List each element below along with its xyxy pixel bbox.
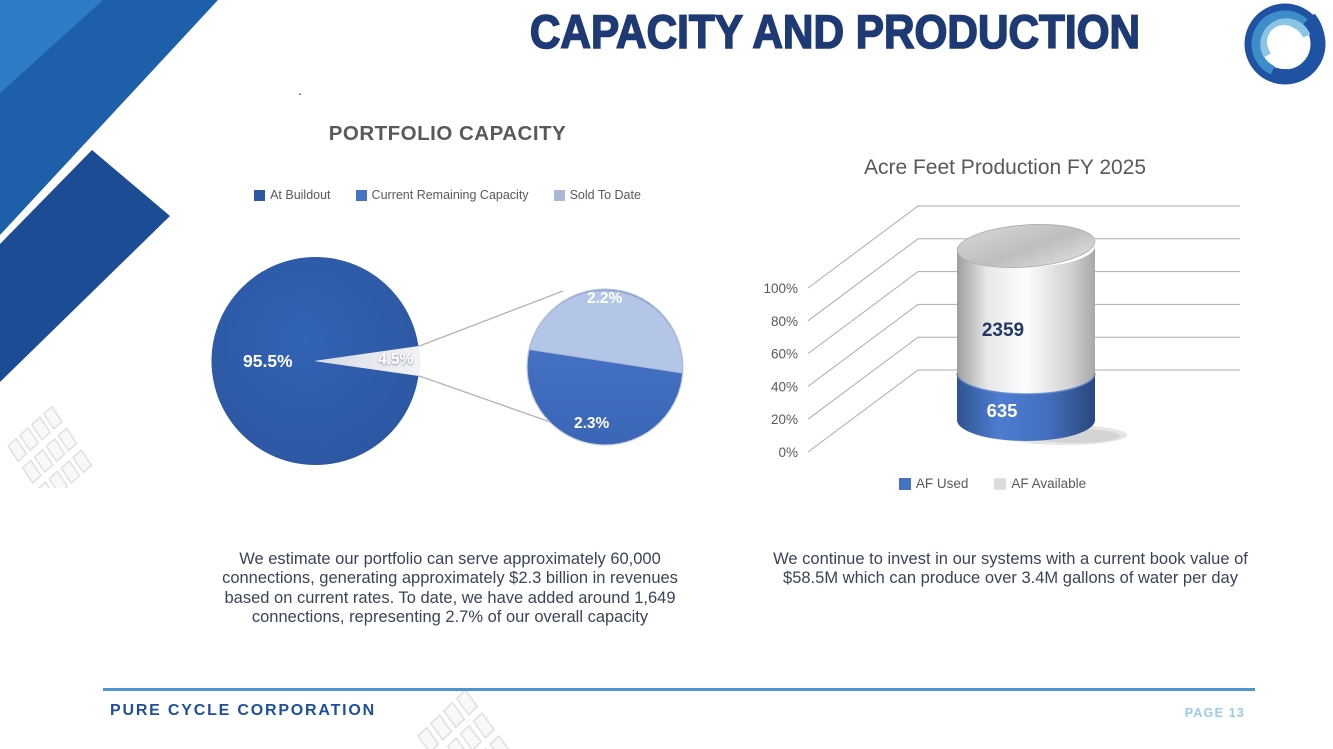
tick-60: 60% (771, 347, 798, 362)
watermark-footer (417, 689, 512, 749)
af-used-swatch-icon (898, 477, 911, 490)
tick-40: 40% (771, 379, 798, 394)
connector-line-lower (418, 375, 557, 425)
af-used-top-rim (956, 372, 1096, 395)
legend-item-at-buildout: At Buildout (254, 188, 331, 202)
wedge-label: 4.5% (378, 351, 414, 368)
portfolio-legend: At Buildout Current Remaining Capacity S… (195, 188, 700, 202)
main-pie-other-wedge (315, 346, 420, 377)
legend-label: At Buildout (270, 188, 331, 202)
tick-0: 0% (778, 445, 798, 460)
legend-label: AF Used (915, 476, 969, 491)
current-remaining-swatch-icon (355, 189, 367, 201)
sold-to-date-swatch-icon (553, 189, 565, 201)
af-available-swatch-icon (994, 477, 1007, 490)
logo-mid-arc (1251, 10, 1319, 78)
af-used-segment (957, 373, 1095, 441)
corner-decoration (0, 0, 218, 382)
company-logo (1244, 3, 1326, 85)
corner-band-light (0, 0, 103, 93)
portfolio-chart-title: PORTFOLIO CAPACITY (328, 122, 567, 145)
logo-wave-spike-right (1307, 14, 1325, 54)
sold-slice-label: 2.2% (587, 290, 623, 307)
watermark-left (7, 405, 93, 488)
footer-divider (103, 688, 1255, 691)
cylinder-top-face (956, 224, 1096, 268)
legend-label: AF Available (1011, 476, 1087, 491)
connector-line-upper (418, 290, 564, 348)
tick-80: 80% (771, 314, 798, 329)
af-available-value-label: 2359 (982, 320, 1024, 341)
legend-item-current-remaining: Current Remaining Capacity (355, 188, 529, 202)
legend-item-sold-to-date: Sold To Date (553, 188, 641, 202)
af-used-value-label: 635 (987, 400, 1018, 421)
corner-band-medium (0, 0, 218, 235)
portfolio-caption: We estimate our portfolio can serve appr… (222, 550, 678, 627)
remaining-slice-label: 2.3% (574, 415, 610, 432)
tick-100: 100% (763, 281, 798, 296)
acrefeet-caption: We continue to invest in our systems wit… (773, 550, 1248, 588)
breakout-pie-sold-slice (528, 290, 684, 374)
acrefeet-chart-title: Acre Feet Production FY 2025 (863, 156, 1147, 179)
slide-title: CAPACITY AND PRODUCTION (529, 4, 1141, 59)
page-number: PAGE 13 (1184, 706, 1245, 720)
legend-item-af-used: AF Used (898, 476, 969, 491)
gridlines (807, 205, 1240, 453)
corner-band-navy (0, 150, 170, 382)
tick-20: 20% (771, 412, 798, 427)
stray-period-mark: . (298, 82, 302, 98)
at-buildout-swatch-icon (254, 189, 266, 201)
portfolio-pie-chart: 95.5% 4.5% 2.2% 2.3% (211, 257, 684, 465)
acrefeet-cylinder-chart: 100% 80% 60% 40% 20% 0% 2359 635 (763, 205, 1240, 460)
legend-item-af-available: AF Available (994, 476, 1086, 491)
y-axis-tick-labels: 100% 80% 60% 40% 20% 0% (763, 281, 798, 460)
main-pie-label: 95.5% (243, 351, 293, 371)
legend-label: Current Remaining Capacity (371, 188, 529, 202)
legend-label: Sold To Date (569, 188, 641, 202)
logo-center (1267, 25, 1301, 59)
company-name: PURE CYCLE CORPORATION (110, 702, 376, 719)
acrefeet-legend: AF Used AF Available (740, 476, 1245, 491)
